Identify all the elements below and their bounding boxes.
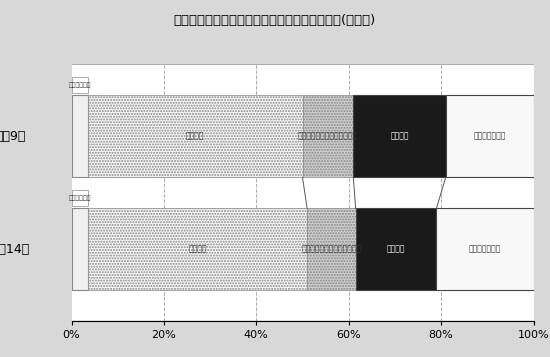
Text: 図－９　産業中分類別年間商品販売額の構成比(卸売業): 図－９ 産業中分類別年間商品販売額の構成比(卸売業) [174, 14, 376, 27]
Bar [356, 208, 437, 291]
Text: 平成9年: 平成9年 [0, 130, 26, 143]
Bar [353, 95, 446, 177]
Bar [72, 190, 87, 206]
Text: 機械器具: 機械器具 [390, 132, 409, 141]
Text: その他の卸売業: その他の卸売業 [474, 132, 506, 141]
Bar [437, 208, 534, 291]
Text: 繊維・衣服等: 繊維・衣服等 [68, 195, 91, 201]
Bar [446, 95, 534, 177]
Text: 飲食料品: 飲食料品 [186, 132, 205, 141]
Text: 機械器具: 機械器具 [387, 245, 405, 254]
Text: その他の卸売業: その他の卸売業 [469, 245, 501, 254]
Text: 建設材料、鉱物・金属材料等: 建設材料、鉱物・金属材料等 [298, 132, 358, 141]
Bar [87, 95, 302, 177]
Text: 飲食料品: 飲食料品 [188, 245, 207, 254]
Bar [87, 208, 307, 291]
Bar [72, 208, 87, 291]
Bar [307, 208, 356, 291]
Text: 建設材料、鉱物・金属材料等: 建設材料、鉱物・金属材料等 [301, 245, 361, 254]
Text: 繊維・衣服等: 繊維・衣服等 [68, 82, 91, 87]
Bar [72, 95, 87, 177]
Bar [302, 95, 353, 177]
Bar [72, 77, 87, 92]
Text: 平成14年: 平成14年 [0, 243, 30, 256]
